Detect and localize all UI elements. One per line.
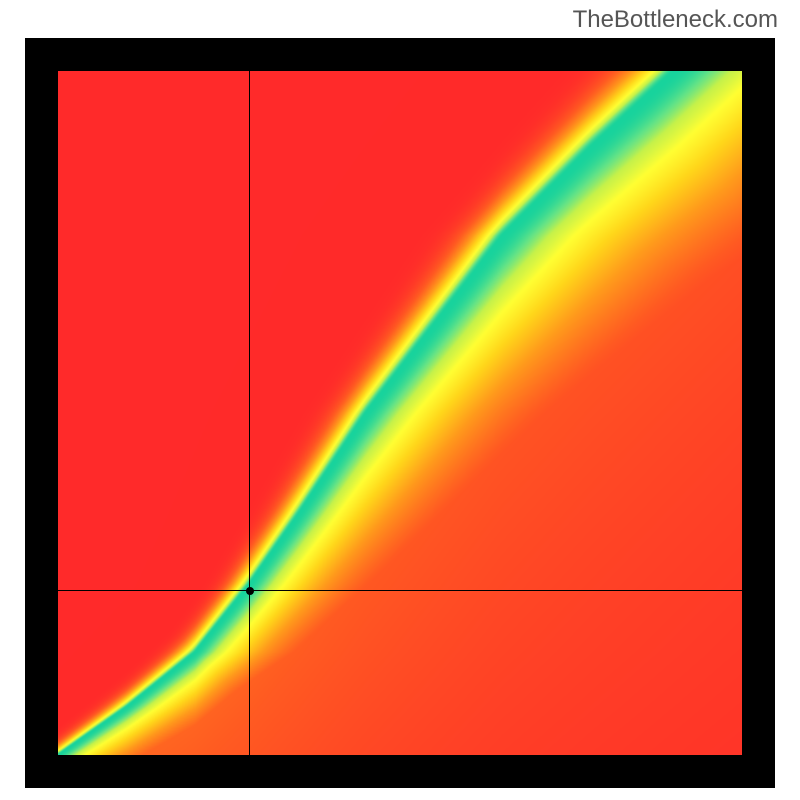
watermark-text: TheBottleneck.com bbox=[573, 6, 778, 34]
crosshair-marker-dot bbox=[246, 587, 254, 595]
chart-outer-frame bbox=[25, 38, 775, 788]
heatmap-plot-area bbox=[58, 71, 742, 755]
crosshair-vertical-line bbox=[249, 71, 250, 755]
crosshair-horizontal-line bbox=[58, 590, 742, 591]
heatmap-canvas bbox=[58, 71, 742, 755]
chart-container: TheBottleneck.com bbox=[0, 0, 800, 800]
